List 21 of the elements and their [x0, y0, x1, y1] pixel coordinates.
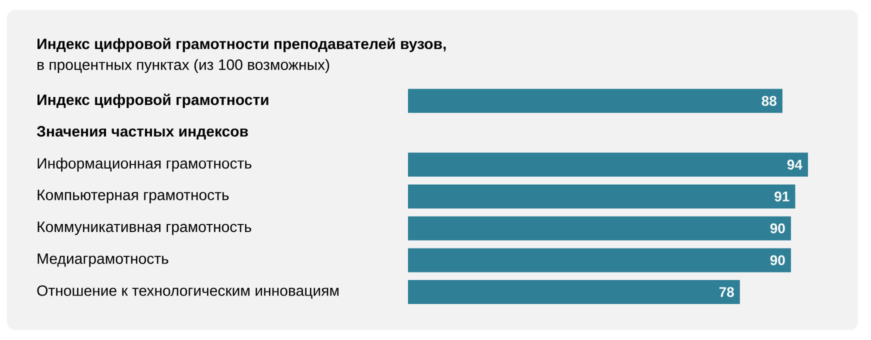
text: Индекс цифровой грамотности преподавателей вузов, [38, 38, 446, 52]
data-label: 90 [770, 255, 785, 266]
y-tick-label: Компьютерная грамотность [38, 190, 229, 204]
y-tick-label: Индекс цифровой грамотности [38, 94, 268, 108]
y-tick-label: Отношение к технологическим инновациям [37, 285, 338, 299]
data-label: 88 [762, 96, 776, 106]
data-label: 91 [774, 192, 790, 202]
text: в процентных пунктах (из 100 возможных) [38, 59, 330, 73]
bar [408, 248, 791, 272]
data-label: 94 [787, 160, 802, 170]
data-label: 78 [719, 287, 734, 298]
y-tick-label: Значения частных индексов [36, 126, 248, 140]
data-label: 90 [770, 223, 785, 234]
y-tick-label: Медиаграмотность [38, 253, 168, 267]
bar [408, 280, 740, 304]
bar [408, 152, 808, 177]
bar [408, 216, 791, 240]
bar [408, 88, 782, 113]
y-tick-label: Коммуникативная грамотность [38, 222, 252, 236]
y-tick-label: Информационная грамотность [38, 158, 252, 172]
bar [408, 184, 796, 208]
